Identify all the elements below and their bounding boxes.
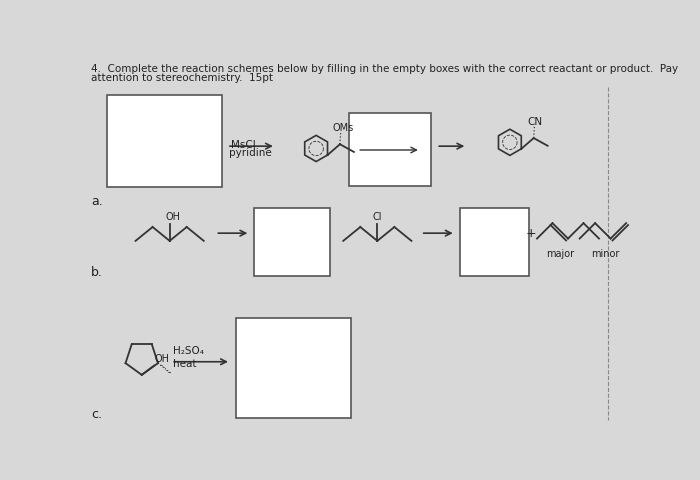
Text: OH: OH (165, 212, 180, 222)
Bar (254, 208, 330, 276)
Bar (237, 318, 351, 418)
Text: heat: heat (173, 360, 196, 370)
Text: Cl: Cl (372, 212, 382, 222)
Text: H₂SO₄: H₂SO₄ (173, 347, 204, 356)
Text: OMs: OMs (332, 123, 354, 132)
Bar (349, 113, 430, 186)
Text: 4.  Complete the reaction schemes below by filling in the empty boxes with the c: 4. Complete the reaction schemes below b… (92, 64, 678, 74)
Bar (107, 95, 222, 187)
Text: b.: b. (92, 265, 104, 278)
Text: a.: a. (92, 195, 103, 208)
Text: MsCl: MsCl (231, 140, 255, 150)
Text: c.: c. (92, 408, 102, 421)
Text: CN: CN (528, 117, 542, 127)
Text: +: + (526, 227, 536, 240)
Text: OH: OH (155, 354, 170, 364)
Text: minor: minor (591, 249, 620, 259)
Text: attention to stereochemistry.  15pt: attention to stereochemistry. 15pt (92, 73, 274, 83)
Bar (459, 208, 529, 276)
Text: major: major (546, 249, 574, 259)
Text: pyridine: pyridine (230, 148, 272, 158)
